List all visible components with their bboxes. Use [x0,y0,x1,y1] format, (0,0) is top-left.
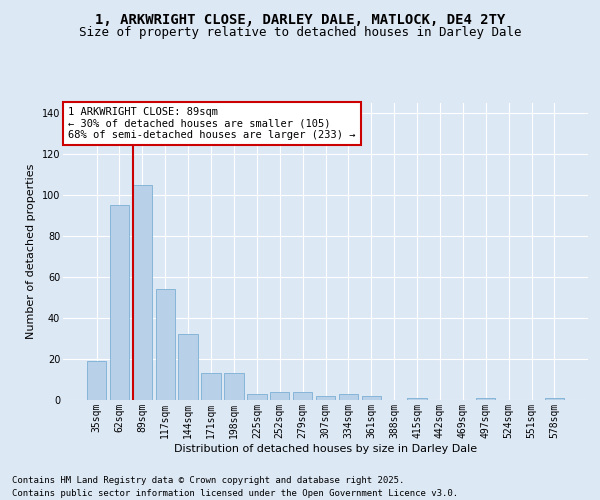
Bar [293,392,313,400]
Bar [362,396,381,400]
Bar [247,394,266,400]
Bar [407,398,427,400]
Bar [155,289,175,400]
Bar [316,396,335,400]
Text: Size of property relative to detached houses in Darley Dale: Size of property relative to detached ho… [79,26,521,39]
Bar [224,374,244,400]
Text: Contains public sector information licensed under the Open Government Licence v3: Contains public sector information licen… [12,489,458,498]
Text: Contains HM Land Registry data © Crown copyright and database right 2025.: Contains HM Land Registry data © Crown c… [12,476,404,485]
Bar [270,392,289,400]
Y-axis label: Number of detached properties: Number of detached properties [26,164,36,339]
X-axis label: Distribution of detached houses by size in Darley Dale: Distribution of detached houses by size … [174,444,477,454]
Bar [133,184,152,400]
Bar [202,374,221,400]
Bar [338,394,358,400]
Bar [178,334,198,400]
Bar [476,398,496,400]
Text: 1, ARKWRIGHT CLOSE, DARLEY DALE, MATLOCK, DE4 2TY: 1, ARKWRIGHT CLOSE, DARLEY DALE, MATLOCK… [95,12,505,26]
Bar [87,361,106,400]
Text: 1 ARKWRIGHT CLOSE: 89sqm
← 30% of detached houses are smaller (105)
68% of semi-: 1 ARKWRIGHT CLOSE: 89sqm ← 30% of detach… [68,107,356,140]
Bar [545,398,564,400]
Bar [110,205,129,400]
